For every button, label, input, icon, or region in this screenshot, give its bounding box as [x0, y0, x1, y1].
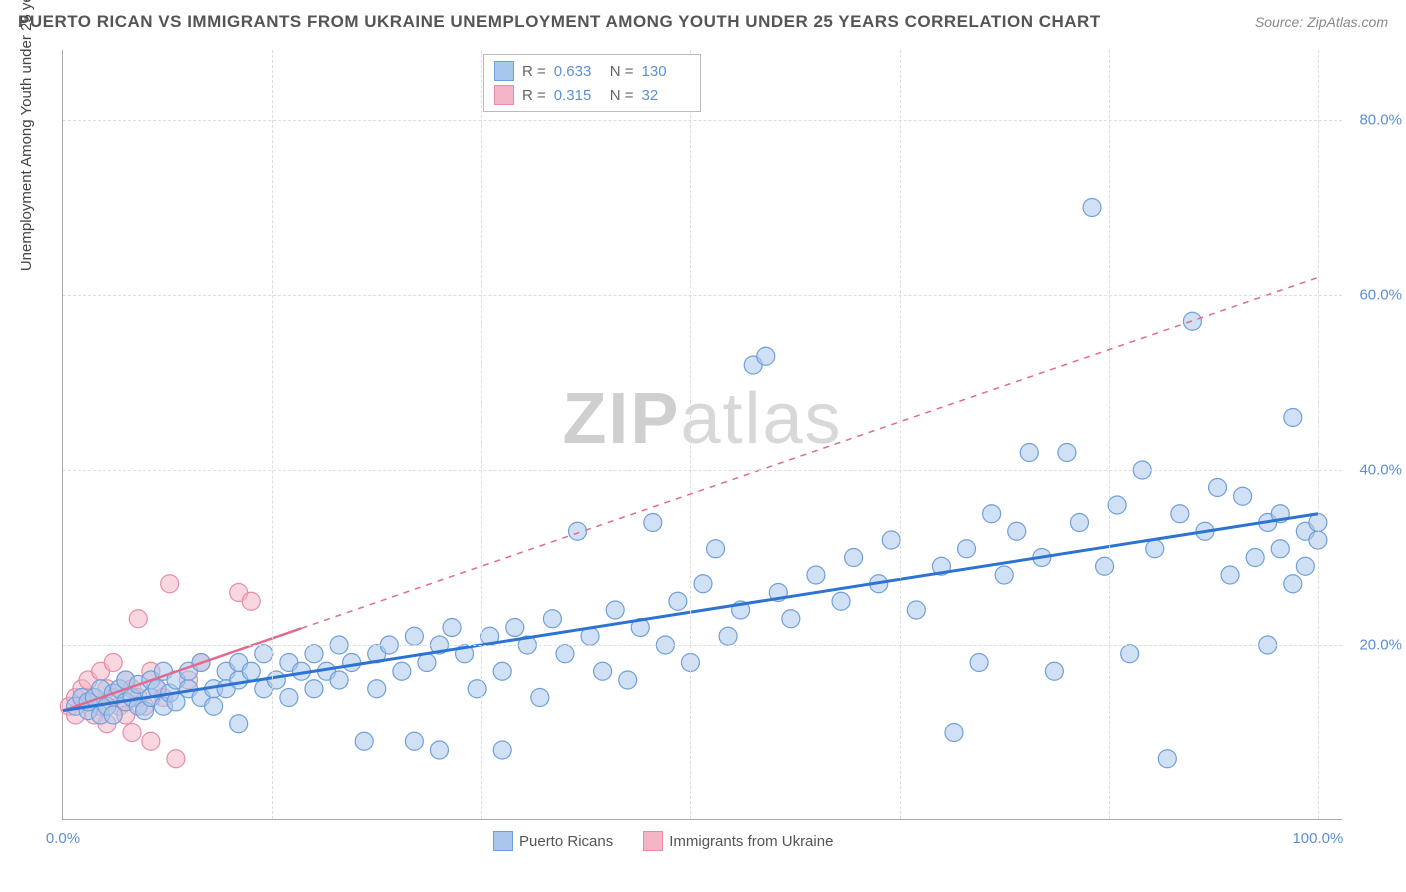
ytick-label: 40.0%	[1347, 462, 1402, 479]
chart-svg	[63, 50, 1342, 819]
legend-swatch-icon	[643, 831, 663, 851]
legend-swatch-icon	[494, 85, 514, 105]
bottom-legend: Puerto Ricans Immigrants from Ukraine	[493, 831, 833, 851]
plot-area: ZIPatlas R =0.633 N =130 R =0.315 N =32 …	[62, 50, 1342, 820]
chart-title: PUERTO RICAN VS IMMIGRANTS FROM UKRAINE …	[18, 12, 1101, 32]
legend-item-1: Immigrants from Ukraine	[643, 831, 833, 851]
ytick-label: 60.0%	[1347, 287, 1402, 304]
legend-swatch-icon	[494, 61, 514, 81]
stats-row-series-1: R =0.315 N =32	[494, 83, 690, 107]
stats-row-series-0: R =0.633 N =130	[494, 59, 690, 83]
xtick-label: 100.0%	[1292, 830, 1343, 847]
legend-item-0: Puerto Ricans	[493, 831, 613, 851]
ytick-label: 80.0%	[1347, 112, 1402, 129]
yaxis-title: Unemployment Among Youth under 25 years	[18, 0, 35, 271]
xtick-label: 0.0%	[46, 830, 80, 847]
source-label: Source: ZipAtlas.com	[1255, 14, 1388, 30]
ytick-label: 20.0%	[1347, 637, 1402, 654]
stats-legend: R =0.633 N =130 R =0.315 N =32	[483, 54, 701, 112]
legend-swatch-icon	[493, 831, 513, 851]
